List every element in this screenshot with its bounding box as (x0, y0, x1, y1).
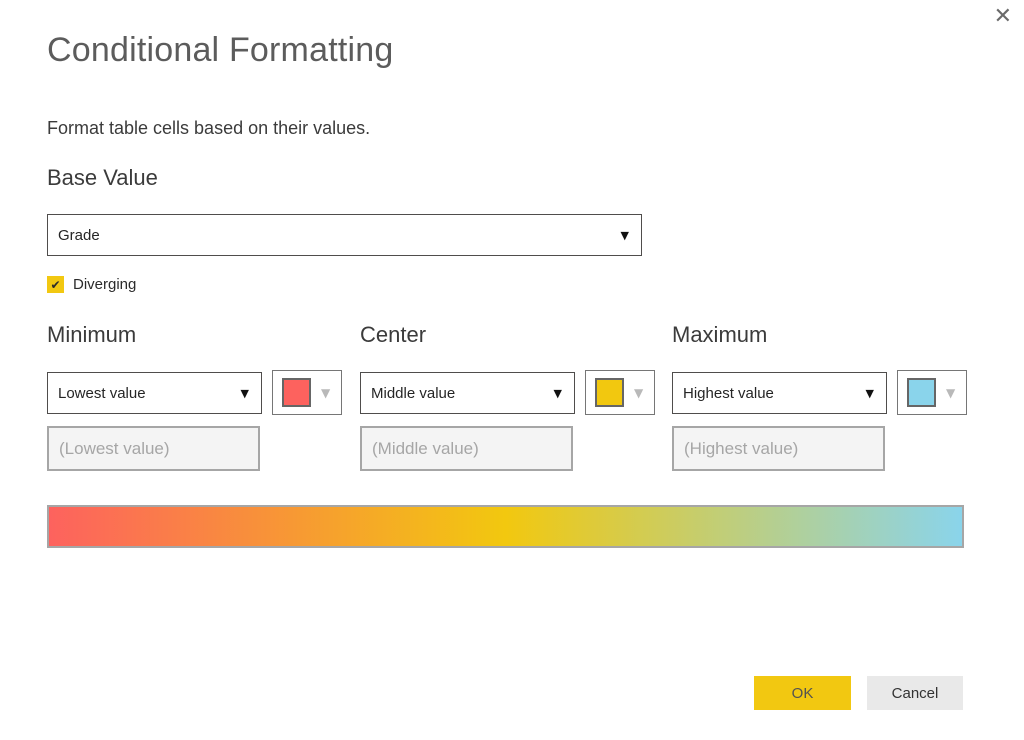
caret-down-icon: ▼ (946, 385, 956, 400)
check-icon: ✔ (50, 277, 61, 292)
minimum-dropdown[interactable]: Lowest value ▼ (47, 372, 262, 414)
center-section: Center Middle value ▼ ▼ (360, 322, 660, 477)
color-gradient-preview (47, 505, 964, 548)
dialog-subtitle: Format table cells based on their values… (47, 118, 371, 138)
diverging-label: Diverging (73, 276, 137, 293)
maximum-color-swatch (907, 378, 936, 407)
base-value-label: Base Value (47, 165, 158, 190)
chevron-down-icon: ▼ (553, 386, 562, 400)
cancel-button[interactable]: Cancel (867, 676, 963, 710)
maximum-heading: Maximum (672, 322, 768, 347)
minimum-color-swatch (282, 378, 311, 407)
center-dropdown-value: Middle value (371, 384, 456, 402)
diverging-checkbox[interactable]: ✔ (47, 276, 64, 293)
minimum-heading: Minimum (47, 322, 137, 347)
center-heading: Center (360, 322, 427, 347)
chevron-down-icon: ▼ (865, 386, 874, 400)
caret-down-icon: ▼ (634, 385, 644, 400)
close-icon[interactable]: ✕ (993, 4, 1012, 29)
chevron-down-icon: ▼ (240, 386, 249, 400)
minimum-section: Minimum Lowest value ▼ ▼ (47, 322, 347, 477)
minimum-color-picker[interactable]: ▼ (272, 370, 342, 415)
diverging-row: ✔ Diverging (47, 276, 136, 293)
maximum-value-input[interactable] (672, 426, 885, 471)
base-value-dropdown-value: Grade (58, 226, 100, 244)
maximum-color-picker[interactable]: ▼ (897, 370, 967, 415)
minimum-value-input[interactable] (47, 426, 260, 471)
center-color-picker[interactable]: ▼ (585, 370, 655, 415)
base-value-dropdown[interactable]: Grade ▼ (47, 214, 642, 256)
chevron-down-icon: ▼ (620, 228, 629, 242)
caret-down-icon: ▼ (321, 385, 331, 400)
center-dropdown[interactable]: Middle value ▼ (360, 372, 575, 414)
dialog-title: Conditional Formatting (47, 31, 394, 69)
maximum-dropdown-value: Highest value (683, 384, 774, 402)
ok-button[interactable]: OK (754, 676, 851, 710)
maximum-dropdown[interactable]: Highest value ▼ (672, 372, 887, 414)
center-value-input[interactable] (360, 426, 573, 471)
center-color-swatch (595, 378, 624, 407)
minimum-dropdown-value: Lowest value (58, 384, 146, 402)
maximum-section: Maximum Highest value ▼ ▼ (672, 322, 972, 477)
